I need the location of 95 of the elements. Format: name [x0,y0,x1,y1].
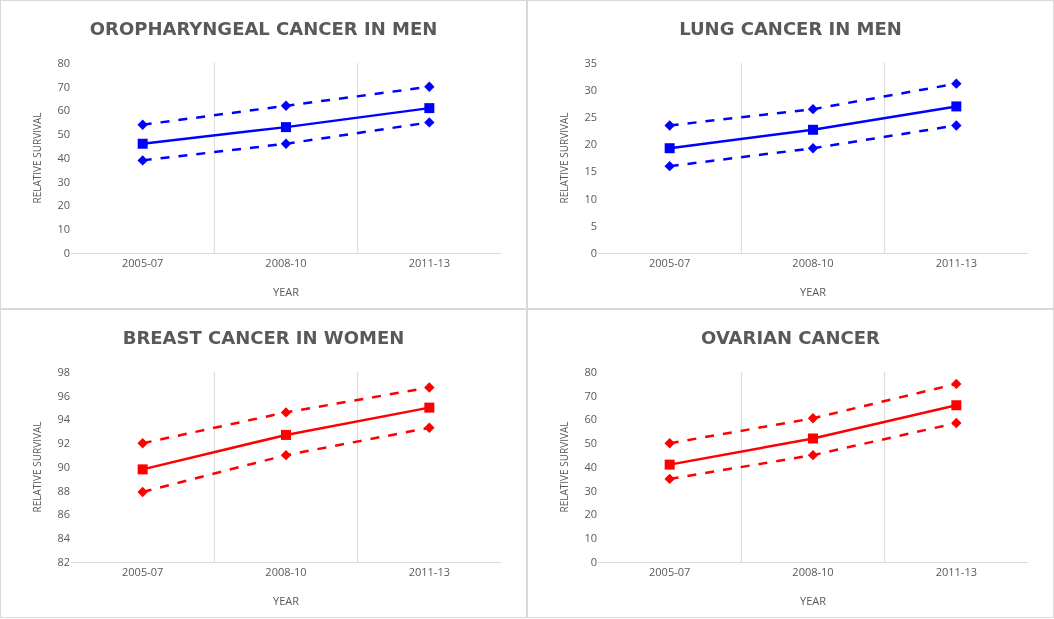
point [664,438,675,449]
point [951,120,962,131]
point [807,143,819,154]
point [424,422,435,434]
x-tick-label: 2011-13 [408,255,450,271]
point [951,378,962,390]
x-axis-title: YEAR [799,593,827,608]
point [808,433,818,444]
point [951,400,962,411]
y-tick-label: 20 [584,136,597,152]
point [281,429,291,440]
y-tick-label: 15 [584,163,597,179]
point [424,402,435,413]
x-tick-label: 2008-10 [265,564,307,580]
y-tick-label: 10 [584,530,597,546]
y-axis-title: RELATIVE SURVIVAL [557,421,571,513]
y-tick-label: 92 [57,435,70,451]
x-tick-label: 2005-07 [122,255,164,271]
point [807,413,819,424]
chart-title: BREAST CANCER IN WOMEN [122,327,405,349]
point [664,473,675,485]
point [137,119,148,130]
chart-title: OVARIAN CANCER [701,327,881,349]
point [951,417,962,429]
y-axis-title: RELATIVE SURVIVAL [557,112,571,204]
y-tick-label: 98 [57,363,70,379]
y-tick-label: 0 [590,244,597,260]
point [137,486,148,498]
point [951,78,962,89]
y-tick-label: 60 [584,411,597,427]
y-tick-label: 40 [584,458,597,474]
point [137,138,148,149]
y-axis-title: RELATIVE SURVIVAL [30,112,44,204]
x-tick-label: 2008-10 [792,564,834,580]
y-tick-label: 84 [57,530,71,546]
chart-title: LUNG CANCER IN MEN [679,18,902,40]
point [951,101,962,112]
point [281,122,291,133]
point [424,81,435,92]
y-tick-label: 50 [57,126,70,142]
y-tick-label: 86 [57,506,70,522]
y-tick-label: 90 [57,458,70,474]
y-tick-label: 30 [584,81,597,97]
y-tick-label: 82 [57,553,70,569]
point [664,143,675,154]
x-tick-label: 2008-10 [792,255,834,271]
y-tick-label: 40 [57,149,70,165]
y-tick-label: 94 [57,411,71,427]
point [424,117,435,128]
y-axis-title: RELATIVE SURVIVAL [30,421,44,513]
point [280,449,292,461]
point [137,464,148,475]
x-tick-label: 2008-10 [265,255,307,271]
y-tick-label: 0 [590,553,597,569]
x-tick-label: 2011-13 [408,564,450,580]
y-tick-label: 50 [584,435,597,451]
point [137,155,148,166]
y-tick-label: 30 [57,173,70,189]
x-tick-label: 2005-07 [649,564,691,580]
y-tick-label: 70 [57,78,70,94]
y-tick-label: 0 [63,244,70,260]
y-tick-label: 96 [57,387,70,403]
x-tick-label: 2011-13 [935,255,977,271]
chart-title: OROPHARYNGEAL CANCER IN MEN [89,18,438,40]
x-tick-label: 2005-07 [122,564,164,580]
y-tick-label: 5 [590,217,597,233]
point [807,103,819,115]
y-tick-label: 30 [584,482,597,498]
point [280,407,292,418]
y-tick-label: 20 [57,197,70,213]
point [664,459,675,470]
y-tick-label: 20 [584,506,597,522]
y-tick-label: 10 [584,190,597,206]
point [424,103,435,114]
point [664,120,675,131]
point [424,382,435,393]
point [280,138,292,149]
y-tick-label: 80 [57,54,70,70]
y-tick-label: 60 [57,102,70,118]
point [137,438,148,449]
y-tick-label: 88 [57,482,70,498]
point [664,160,675,172]
y-tick-label: 35 [584,54,597,70]
x-axis-title: YEAR [272,593,300,608]
point [280,100,292,111]
x-tick-label: 2011-13 [935,564,977,580]
point [807,449,819,461]
y-tick-label: 25 [584,109,597,125]
y-tick-label: 10 [57,221,70,237]
point [808,124,818,135]
x-axis-title: YEAR [799,284,827,299]
x-tick-label: 2005-07 [649,255,691,271]
x-axis-title: YEAR [272,284,300,299]
y-tick-label: 80 [584,363,597,379]
y-tick-label: 70 [584,387,597,403]
